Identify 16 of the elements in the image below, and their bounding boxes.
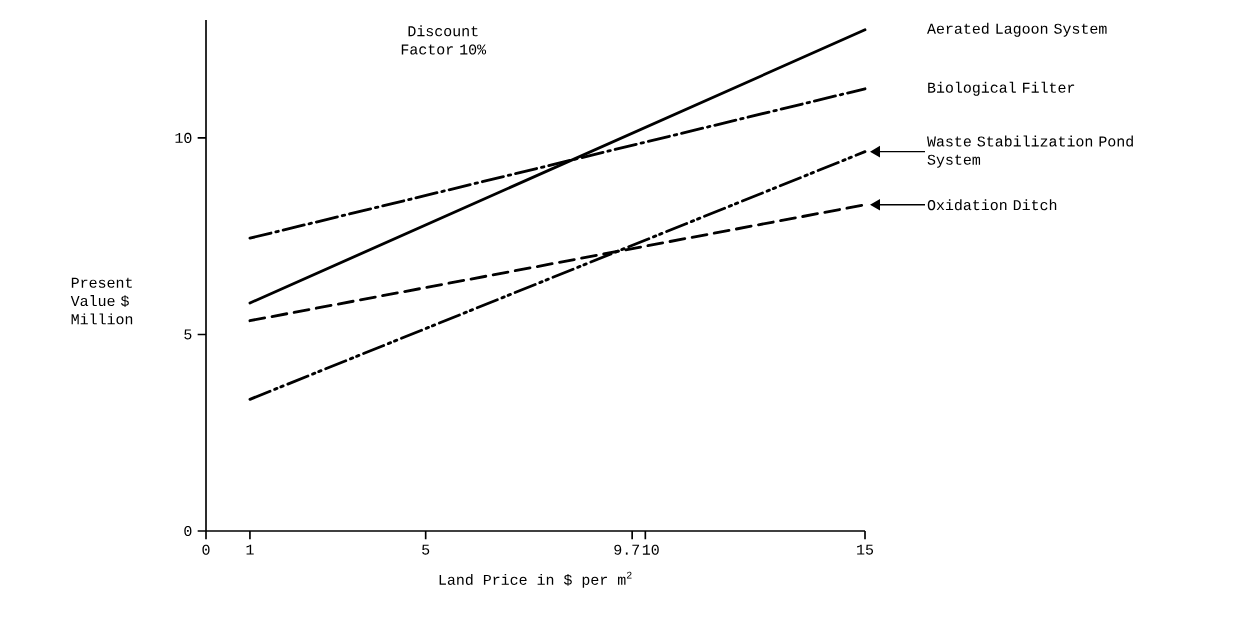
y-axis-title: Present Value $ Million [70, 277, 133, 325]
x-tick-label: 0 [202, 544, 210, 555]
legend-label: Oxidation Ditch [927, 199, 1057, 211]
x-tick-label: 5 [422, 544, 430, 555]
text: Biological Filter [928, 81, 1075, 96]
x-axis-title: Land Price in $ per m$^{2}$ [439, 571, 632, 588]
x-tick-label: 1 [246, 544, 254, 555]
x-tick-label: 15 [857, 544, 874, 555]
x-tick-label: 9.7 [614, 544, 640, 555]
text: Aerated Lagoon System [927, 22, 1107, 37]
annotation: Discount Factor 10% [401, 25, 487, 55]
y-tick-label: 10 [175, 132, 192, 143]
legend-label: Waste Stabilization Pond System [927, 135, 1133, 168]
y-tick-label: 0 [184, 525, 192, 537]
y-tick-label: 5 [184, 329, 192, 340]
x-tick-label: 10 [642, 544, 659, 555]
